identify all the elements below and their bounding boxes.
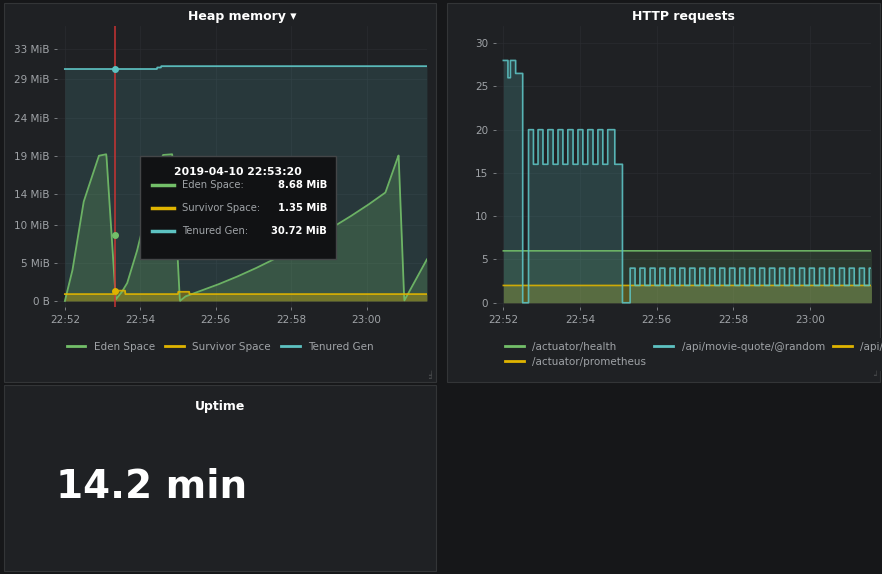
Legend: /actuator/health, /actuator/prometheus, /api/movie-quote/@random, /api/movie-quo: /actuator/health, /actuator/prometheus, … bbox=[501, 338, 882, 371]
Title: HTTP requests: HTTP requests bbox=[632, 10, 735, 24]
Text: Survivor Space:: Survivor Space: bbox=[182, 203, 260, 213]
Text: ┙: ┙ bbox=[872, 371, 878, 380]
Text: 30.72 MiB: 30.72 MiB bbox=[271, 226, 327, 236]
Text: Eden Space:: Eden Space: bbox=[182, 180, 243, 190]
Text: Tenured Gen:: Tenured Gen: bbox=[182, 226, 248, 236]
Text: 14.2 min: 14.2 min bbox=[56, 468, 247, 506]
Text: 8.68 MiB: 8.68 MiB bbox=[278, 180, 327, 190]
Title: Heap memory ▾: Heap memory ▾ bbox=[188, 10, 296, 24]
Text: Uptime: Uptime bbox=[195, 400, 245, 413]
Text: ┙: ┙ bbox=[428, 374, 433, 383]
FancyBboxPatch shape bbox=[140, 156, 336, 259]
Text: 2019-04-10 22:53:20: 2019-04-10 22:53:20 bbox=[175, 167, 303, 177]
Legend: Eden Space, Survivor Space, Tenured Gen: Eden Space, Survivor Space, Tenured Gen bbox=[63, 338, 378, 356]
Text: 1.35 MiB: 1.35 MiB bbox=[278, 203, 327, 213]
Text: ┙: ┙ bbox=[428, 371, 433, 380]
